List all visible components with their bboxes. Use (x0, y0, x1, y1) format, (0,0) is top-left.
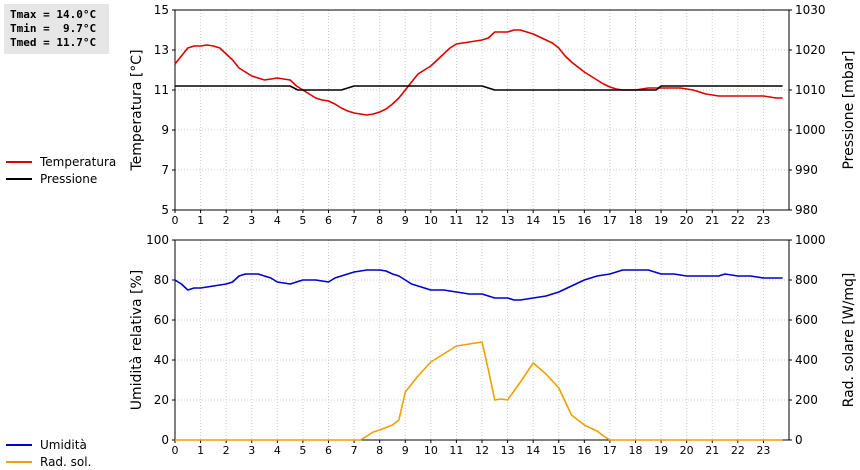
legend-item-umidita: Umidità (6, 436, 91, 453)
chart2-right-tick-label: 800 (795, 273, 818, 287)
chart2-x-tick-label: 11 (449, 444, 463, 457)
chart2-right-tick-label: 600 (795, 313, 818, 327)
chart1-x-tick-label: 16 (577, 214, 591, 227)
chart2-left-tick-label: 60 (154, 313, 169, 327)
chart1-x-tick-label: 10 (424, 214, 438, 227)
chart2-x-tick-label: 21 (705, 444, 719, 457)
chart1-left-tick-label: 13 (154, 43, 169, 57)
chart2-x-tick-label: 10 (424, 444, 438, 457)
chart1-right-tick-label: 1000 (795, 123, 826, 137)
chart2-right-tick-label: 400 (795, 353, 818, 367)
chart2-x-tick-label: 8 (376, 444, 383, 457)
chart2-x-tick-label: 15 (552, 444, 566, 457)
chart1-right-tick-label: 1030 (795, 3, 826, 17)
chart2-x-tick-label: 14 (526, 444, 540, 457)
chart1-x-tick-label: 6 (325, 214, 332, 227)
chart1-x-tick-label: 9 (402, 214, 409, 227)
legend-label-temperatura: Temperatura (40, 154, 117, 169)
chart2-x-tick-label: 19 (654, 444, 668, 457)
chart1-x-tick-label: 18 (629, 214, 643, 227)
chart1-left-tick-label: 5 (161, 203, 169, 217)
chart1-right-tick-label: 1010 (795, 83, 826, 97)
legend-item-temperatura: Temperatura (6, 153, 116, 170)
chart1-x-tick-label: 13 (501, 214, 515, 227)
chart2-x-tick-label: 1 (197, 444, 204, 457)
chart2-x-tick-label: 16 (577, 444, 591, 457)
chart2-x-tick-label: 18 (629, 444, 643, 457)
chart1-x-tick-label: 8 (376, 214, 383, 227)
chart1-x-tick-label: 1 (197, 214, 204, 227)
chart2-left-axis-label: Umidità relativa [%] (129, 270, 145, 411)
chart2-left-tick-label: 100 (146, 233, 169, 247)
chart1-series-temperatura (174, 29, 783, 116)
stat-tmin: Tmin = 9.7°C (10, 22, 97, 35)
legend-label-pressione: Pressione (40, 171, 98, 186)
chart1-x-tick-label: 3 (248, 214, 255, 227)
charts-svg: 0 1 2 3 4 5 6 7 8 9 10 11 12 13 14 15 16 17 18 19 20 21 22 2357… (129, 3, 857, 457)
chart2-series-umidit (174, 269, 783, 301)
legend-top: Temperatura Pressione (6, 153, 116, 187)
chart2-right-tick-label: 0 (795, 433, 803, 447)
chart1-right-tick-label: 1020 (795, 43, 826, 57)
stat-tmax: Tmax = 14.0°C (10, 8, 97, 21)
chart2-x-tick-label: 4 (274, 444, 281, 457)
chart1-x-tick-label: 21 (705, 214, 719, 227)
chart2-right-axis-label: Rad. solare [W/mq] (841, 273, 857, 408)
chart1-left-tick-label: 7 (161, 163, 169, 177)
chart1-x-tick-label: 19 (654, 214, 668, 227)
legend-swatch-umidita (6, 443, 32, 446)
chart2-x-tick-label: 13 (501, 444, 515, 457)
chart2-x-tick-label: 9 (402, 444, 409, 457)
stats-box: Tmax = 14.0°C Tmin = 9.7°C Tmed = 11.7°C (4, 4, 109, 54)
chart2-series-rad-sol (175, 341, 783, 441)
chart2-x-tick-label: 20 (680, 444, 694, 457)
chart2-x-tick-label: 3 (248, 444, 255, 457)
chart1-left-axis-label: Temperatura [°C] (129, 49, 145, 171)
chart1-x-tick-label: 11 (449, 214, 463, 227)
chart1-left-tick-label: 11 (154, 83, 169, 97)
legend-swatch-temperatura (6, 160, 32, 163)
chart2-x-tick-label: 0 (172, 444, 179, 457)
chart2-x-tick-label: 7 (351, 444, 358, 457)
chart1-right-tick-label: 990 (795, 163, 818, 177)
chart1-x-tick-label: 4 (274, 214, 281, 227)
chart1-x-tick-label: 0 (172, 214, 179, 227)
chart2-left-tick-label: 20 (154, 393, 169, 407)
chart1-x-tick-label: 15 (552, 214, 566, 227)
stat-tmed: Tmed = 11.7°C (10, 36, 97, 49)
chart1-right-tick-label: 980 (795, 203, 818, 217)
chart2-right-tick-label: 200 (795, 393, 818, 407)
chart1-x-tick-label: 17 (603, 214, 617, 227)
chart1-x-tick-label: 2 (223, 214, 230, 227)
chart1-left-tick-label: 9 (161, 123, 169, 137)
chart1-x-tick-label: 20 (680, 214, 694, 227)
chart1-x-tick-label: 12 (475, 214, 489, 227)
chart2-x-tick-label: 2 (223, 444, 230, 457)
chart1-x-tick-label: 7 (351, 214, 358, 227)
legend-item-pressione: Pressione (6, 170, 116, 187)
chart1-left-tick-label: 15 (154, 3, 169, 17)
chart1-series-pressione (175, 85, 783, 91)
chart2-left-tick-label: 80 (154, 273, 169, 287)
chart2-x-tick-label: 22 (731, 444, 745, 457)
legend-swatch-rad-sol (6, 460, 32, 463)
chart2-right-tick-label: 1000 (795, 233, 826, 247)
chart1-x-tick-label: 23 (756, 214, 770, 227)
chart2-x-tick-label: 23 (756, 444, 770, 457)
chart2-left-tick-label: 0 (161, 433, 169, 447)
chart1-x-tick-label: 22 (731, 214, 745, 227)
chart2-x-tick-label: 5 (299, 444, 306, 457)
chart1-x-tick-label: 14 (526, 214, 540, 227)
chart2-x-tick-label: 17 (603, 444, 617, 457)
chart1-right-axis-label: Pressione [mbar] (841, 50, 857, 169)
legend-label-umidita: Umidità (40, 437, 87, 452)
chart2-x-tick-label: 12 (475, 444, 489, 457)
legend-swatch-pressione (6, 177, 32, 180)
chart2-left-tick-label: 40 (154, 353, 169, 367)
chart2-x-tick-label: 6 (325, 444, 332, 457)
chart1-x-tick-label: 5 (299, 214, 306, 227)
